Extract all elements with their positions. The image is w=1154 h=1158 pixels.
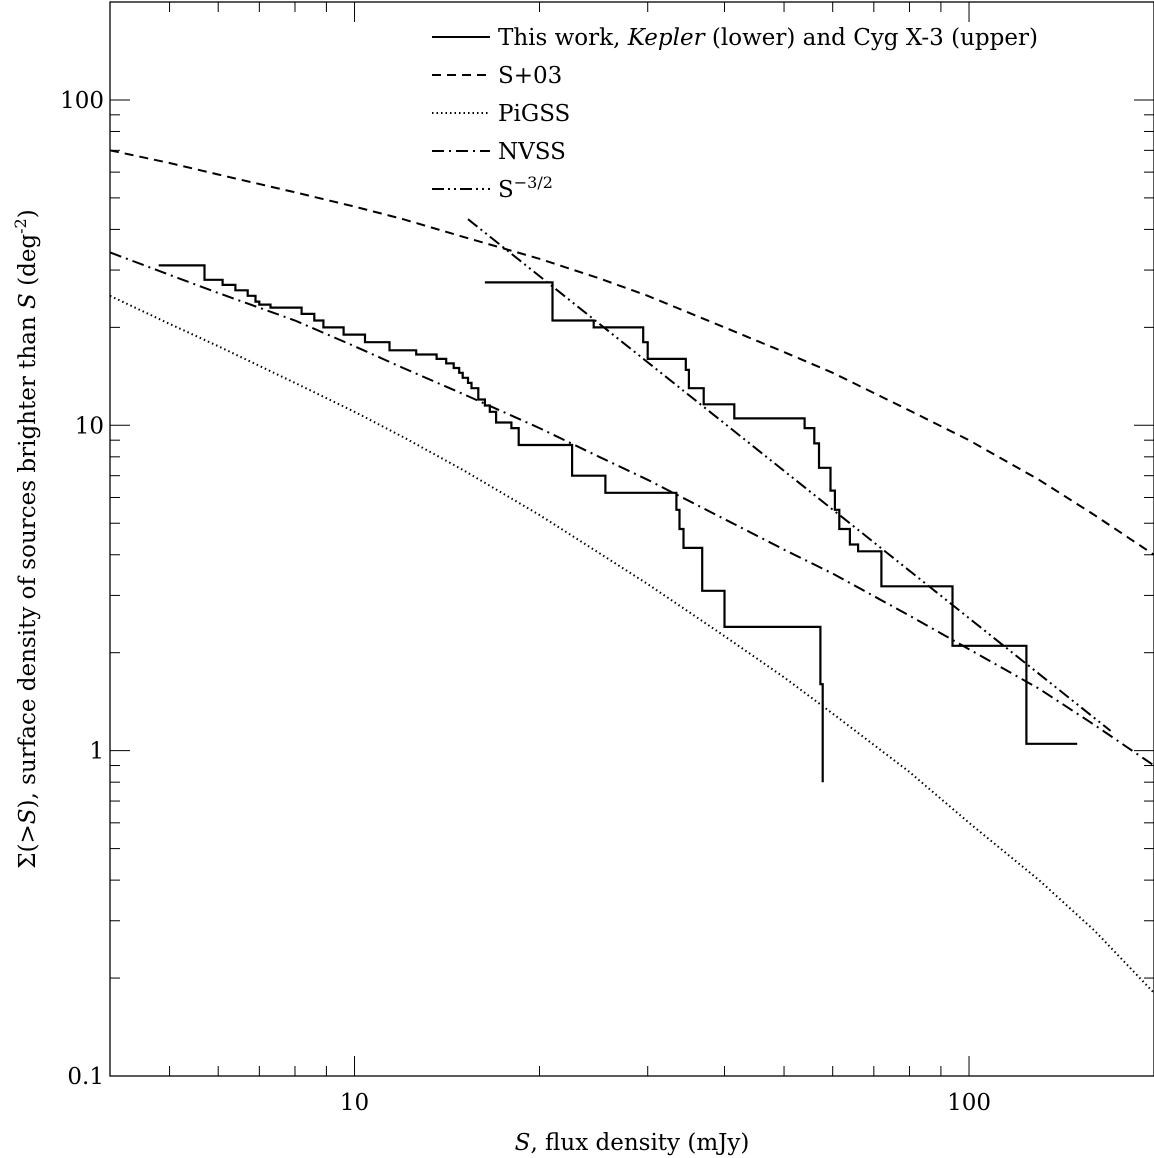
y-axis-label-part: -2: [11, 218, 30, 234]
legend: This work, Kepler (lower) and Cyg X-3 (u…: [432, 25, 1038, 203]
legend-label: NVSS: [498, 139, 566, 165]
legend-label: PiGSS: [498, 101, 570, 127]
minor-ticks: [109, 1, 1154, 1077]
legend-label: S+03: [498, 63, 562, 89]
y-tick-label: 0.1: [67, 1064, 104, 1090]
series-line-5: [467, 218, 1112, 732]
series-line-4: [110, 251, 1154, 767]
x-axis-label: S, flux density (mJy): [515, 1130, 750, 1156]
series-line-0: [158, 264, 824, 783]
legend-label-part: This work,: [498, 25, 628, 51]
x-axis-label-part: S: [515, 1130, 531, 1156]
legend-label: S−3/2: [498, 173, 553, 204]
legend-label-part: Kepler: [627, 25, 707, 51]
y-axis-label-part: Σ(>: [15, 824, 41, 869]
y-tick-label: 1: [89, 739, 104, 765]
y-tick-label: 100: [60, 88, 104, 114]
series-lines: [110, 149, 1154, 994]
x-axis-label-part: , flux density (mJy): [530, 1130, 749, 1156]
y-axis-label-part: ), surface density of sources brighter t…: [15, 309, 41, 809]
series-line-2: [110, 149, 1154, 556]
y-axis-label: Σ(>S), surface density of sources bright…: [11, 209, 42, 868]
y-axis-label-part: ): [15, 209, 41, 218]
x-axis-ticks: 10 100: [340, 1090, 991, 1116]
x-tick-label: 100: [947, 1090, 991, 1116]
series-line-3: [110, 294, 1154, 994]
plot-frame: [109, 1, 1154, 1077]
legend-label-part: −3/2: [514, 173, 553, 192]
y-axis-label-part: (deg: [15, 234, 41, 294]
series-line-1: [484, 281, 1078, 745]
y-axis-ticks: 0.1 1 10 100: [60, 88, 104, 1090]
y-axis-label-part: S: [15, 293, 41, 309]
legend-label: This work, Kepler (lower) and Cyg X-3 (u…: [498, 25, 1038, 51]
y-tick-label: 10: [75, 413, 104, 439]
legend-label-part: (lower) and Cyg X-3 (upper): [705, 25, 1038, 51]
x-tick-label: 10: [340, 1090, 369, 1116]
plot-area-border: [109, 1, 1154, 1077]
y-axis-label-part: S: [15, 808, 41, 824]
legend-label-part: S: [498, 177, 514, 203]
